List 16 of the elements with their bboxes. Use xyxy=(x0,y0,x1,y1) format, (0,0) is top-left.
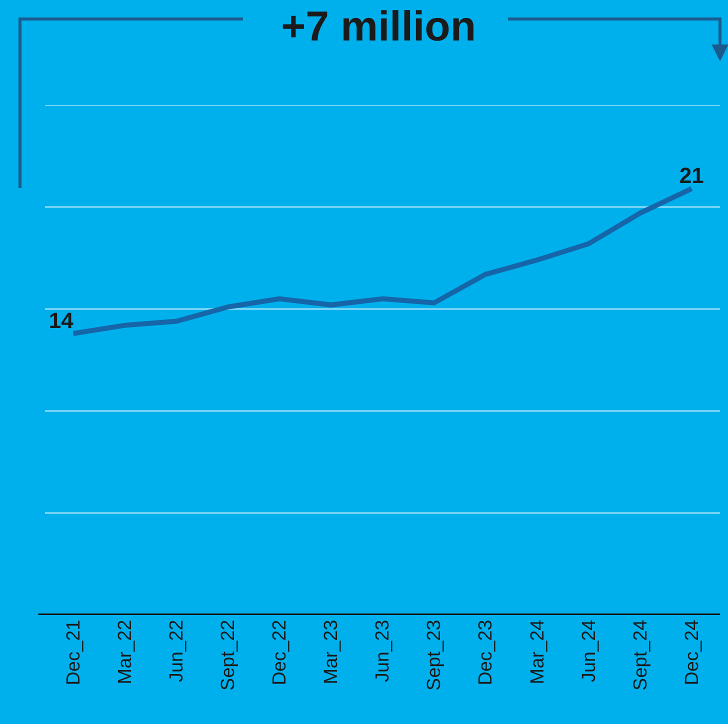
x-tick-label: Sept_23 xyxy=(424,620,446,691)
data-label: 14 xyxy=(48,308,74,333)
x-tick-label: Dec_21 xyxy=(64,620,85,686)
x-tick-label: Sept_24 xyxy=(630,619,652,691)
x-tick-label: Jun_23 xyxy=(372,620,394,682)
x-tick-label: Sept_22 xyxy=(218,620,240,691)
data-label: 21 xyxy=(679,163,704,188)
x-tick-label: Mar_23 xyxy=(321,620,342,684)
x-tick-label: Jun_22 xyxy=(166,620,188,682)
x-tick-label: Dec_22 xyxy=(270,620,291,686)
chart-title: +7 million xyxy=(281,2,476,50)
x-tick-label: Mar_24 xyxy=(527,619,548,684)
x-tick-label: Mar_22 xyxy=(115,620,136,684)
x-tick-label: Dec_24 xyxy=(682,619,703,686)
x-tick-label: Dec_23 xyxy=(476,620,497,686)
x-tick-label: Jun_24 xyxy=(578,619,600,682)
